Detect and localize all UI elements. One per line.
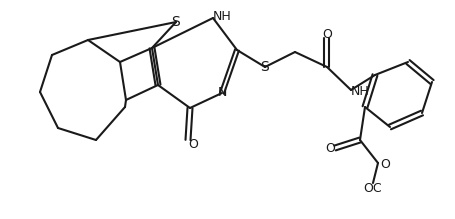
Text: OC: OC [363,182,381,194]
Text: O: O [187,138,197,152]
Text: O: O [321,28,331,41]
Text: S: S [171,15,180,29]
Text: S: S [260,60,269,74]
Text: N: N [217,87,226,99]
Text: NH: NH [212,9,231,23]
Text: NH: NH [350,85,369,99]
Text: O: O [324,141,334,154]
Text: O: O [379,159,389,171]
